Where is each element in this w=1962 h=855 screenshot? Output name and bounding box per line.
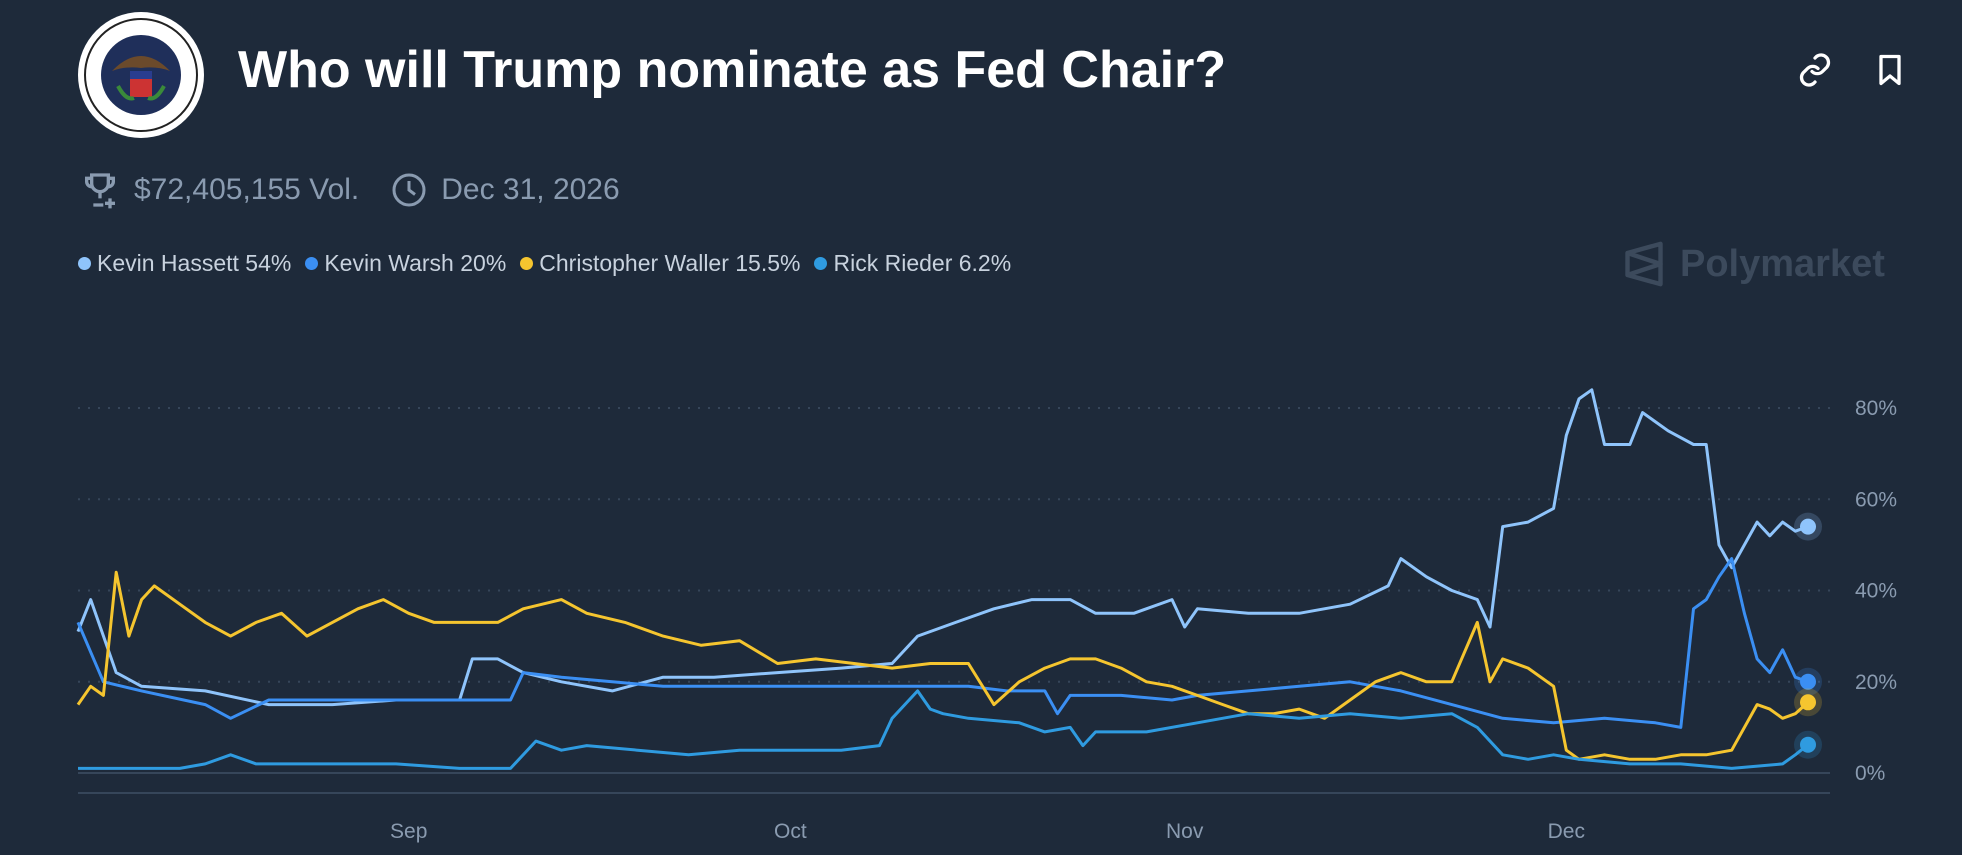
series-line-rick-rieder: [78, 689, 1809, 770]
legend-label: Rick Rieder 6.2%: [833, 250, 1012, 276]
series-end-dot: [1800, 694, 1816, 711]
legend-item-warsh[interactable]: Kevin Warsh 20%: [305, 250, 506, 277]
chart-legend: Kevin Hassett 54% Kevin Warsh 20% Christ…: [78, 250, 1011, 277]
brand-name: Polymarket: [1680, 242, 1885, 285]
copy-link-button[interactable]: [1797, 52, 1833, 88]
series-line-kevin-warsh: [76, 557, 1809, 729]
polymarket-brand: Polymarket: [1622, 240, 1885, 288]
legend-dot: [520, 257, 534, 270]
x-tick-label: Dec: [1548, 820, 1585, 843]
x-tick-label: Sep: [390, 820, 427, 843]
y-tick-label: 0%: [1855, 762, 1885, 785]
seal-icon: [84, 18, 198, 132]
x-tick-label: Nov: [1166, 820, 1204, 843]
series-end-dot: [1800, 518, 1816, 535]
y-tick-label: 80%: [1855, 397, 1897, 420]
series-line-kevin-hassett: [76, 388, 1809, 707]
series-line-christopher-waller: [76, 570, 1810, 761]
bookmark-button[interactable]: [1872, 52, 1908, 88]
series-end-dot: [1800, 736, 1816, 753]
x-tick-label: Oct: [774, 820, 807, 843]
legend-dot: [814, 257, 828, 270]
link-icon: [1799, 53, 1831, 87]
legend-dot: [78, 257, 91, 270]
legend-item-hassett[interactable]: Kevin Hassett 54%: [78, 250, 291, 277]
polymarket-logo-icon: [1625, 241, 1663, 287]
end-date: Dec 31, 2026: [441, 173, 620, 206]
volume: $72,405,155 Vol.: [134, 173, 360, 206]
market-meta: $72,405,155 Vol. Dec 31, 2026: [80, 170, 638, 210]
bookmark-icon: [1879, 54, 1901, 86]
legend-label: Kevin Hassett 54%: [97, 250, 292, 276]
page-title: Who will Trump nominate as Fed Chair?: [238, 41, 1227, 99]
trophy-icon: [85, 173, 115, 209]
series-end-dot: [1800, 673, 1816, 690]
y-tick-label: 60%: [1855, 488, 1897, 511]
legend-item-rieder[interactable]: Rick Rieder 6.2%: [814, 250, 1011, 277]
legend-label: Christopher Waller 15.5%: [539, 250, 801, 276]
legend-item-waller[interactable]: Christopher Waller 15.5%: [520, 250, 800, 277]
y-tick-label: 40%: [1855, 580, 1897, 603]
y-tick-label: 20%: [1855, 671, 1897, 694]
legend-dot: [305, 257, 319, 270]
federal-reserve-logo: [78, 12, 204, 138]
clock-icon: [392, 173, 426, 207]
legend-label: Kevin Warsh 20%: [324, 250, 507, 276]
